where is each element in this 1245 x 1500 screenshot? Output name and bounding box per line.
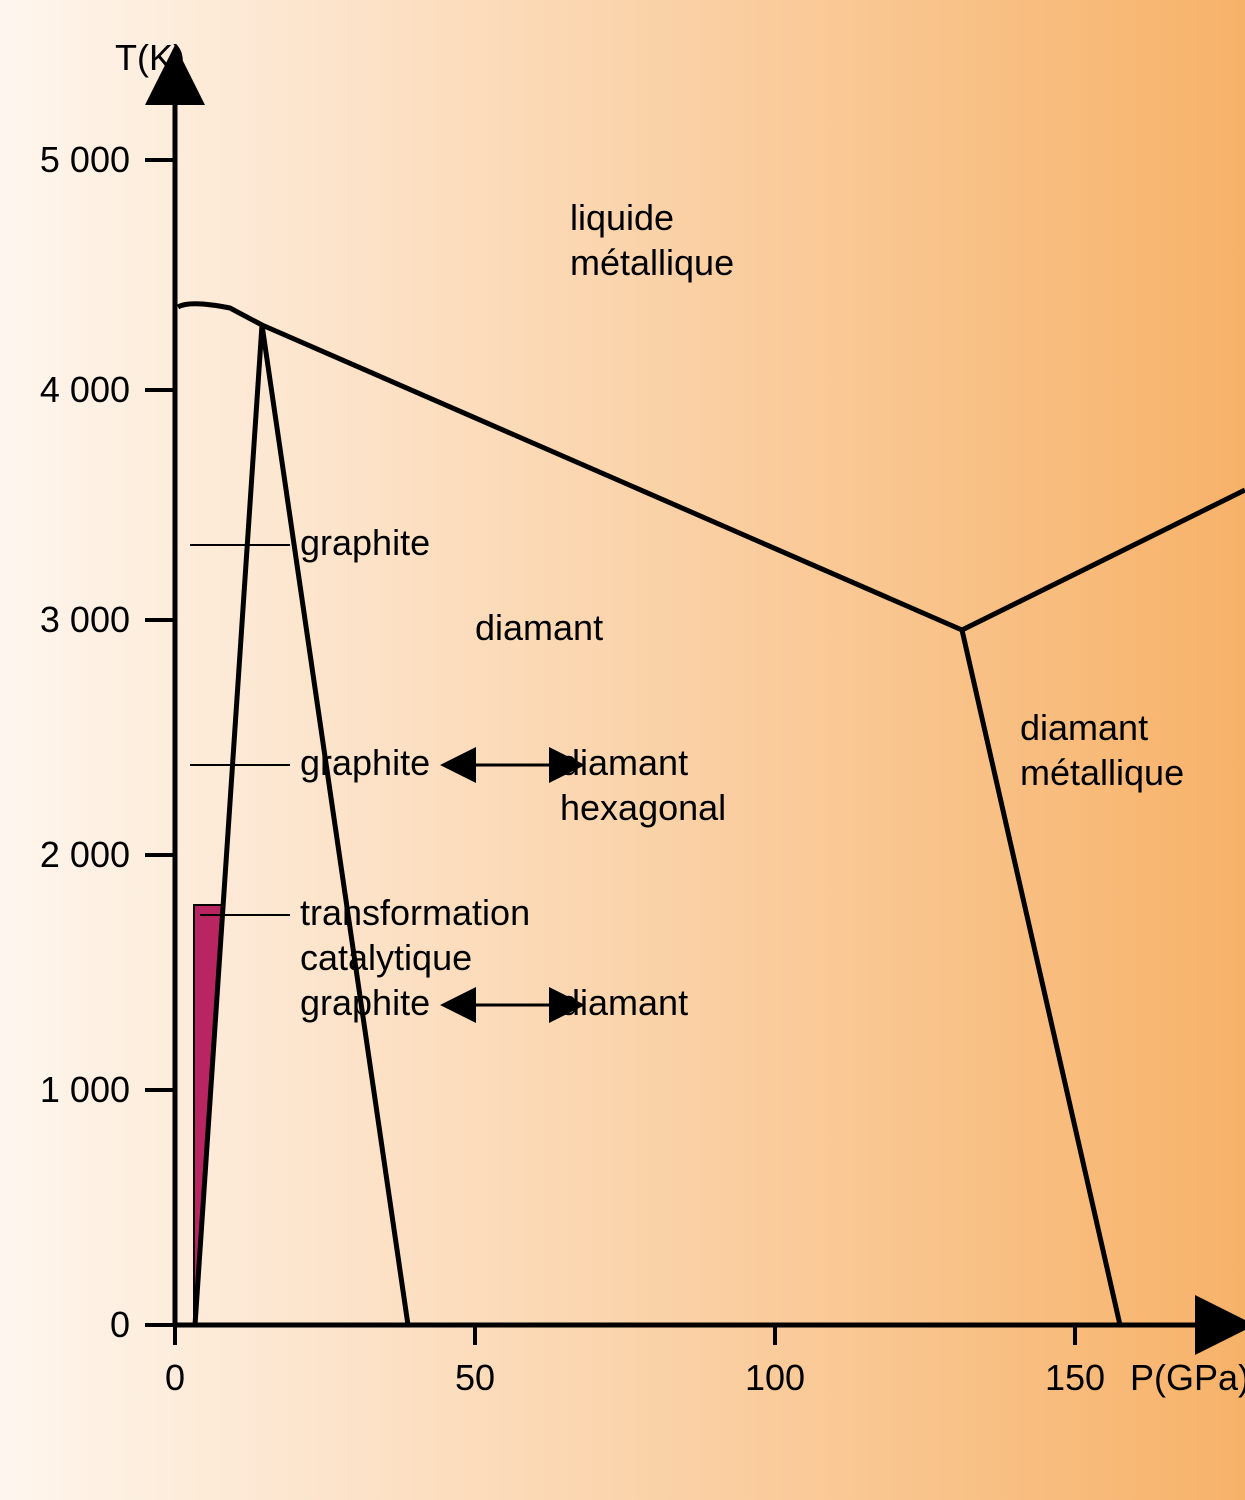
- callout-text-hexagonal_callout-1: diamant: [560, 742, 688, 783]
- callout-text-catalytic_callout-0: transformation: [300, 892, 530, 933]
- phase-diagram: 0 50 100 150 0 1 000 2 000 3 000 4 000 5 000 P(G…: [0, 0, 1245, 1500]
- x-axis-label: P(GPa): [1130, 1357, 1245, 1398]
- callout-text-catalytic_callout-2: graphite: [300, 982, 430, 1023]
- region-label-dmetal1: diamant: [1020, 707, 1148, 748]
- x-tick-label: 150: [1045, 1357, 1105, 1398]
- region-label-liquid2: métallique: [570, 242, 734, 283]
- y-tick-label: 3 000: [40, 599, 130, 640]
- x-tick-label: 50: [455, 1357, 495, 1398]
- x-tick-label: 0: [165, 1357, 185, 1398]
- y-tick-label: 1 000: [40, 1069, 130, 1110]
- callout-text-catalytic_callout-1: catalytique: [300, 937, 472, 978]
- region-label-dmetal2: métallique: [1020, 752, 1184, 793]
- region-label-liquid1: liquide: [570, 197, 674, 238]
- y-tick-label: 4 000: [40, 369, 130, 410]
- callout-text-catalytic_callout-3: diamant: [560, 982, 688, 1023]
- callout-text-hexagonal_callout-2: hexagonal: [560, 787, 726, 828]
- callout-text-hexagonal_callout-0: graphite: [300, 742, 430, 783]
- region-label-diamant: diamant: [475, 607, 603, 648]
- chart-svg: 0 50 100 150 0 1 000 2 000 3 000 4 000 5 000 P(G…: [0, 0, 1245, 1500]
- y-tick-label: 5 000: [40, 139, 130, 180]
- callout-text-graphite_callout-0: graphite: [300, 522, 430, 563]
- x-tick-label: 100: [745, 1357, 805, 1398]
- y-tick-label: 0: [110, 1304, 130, 1345]
- y-tick-label: 2 000: [40, 834, 130, 875]
- y-axis-label: T(K): [115, 37, 185, 78]
